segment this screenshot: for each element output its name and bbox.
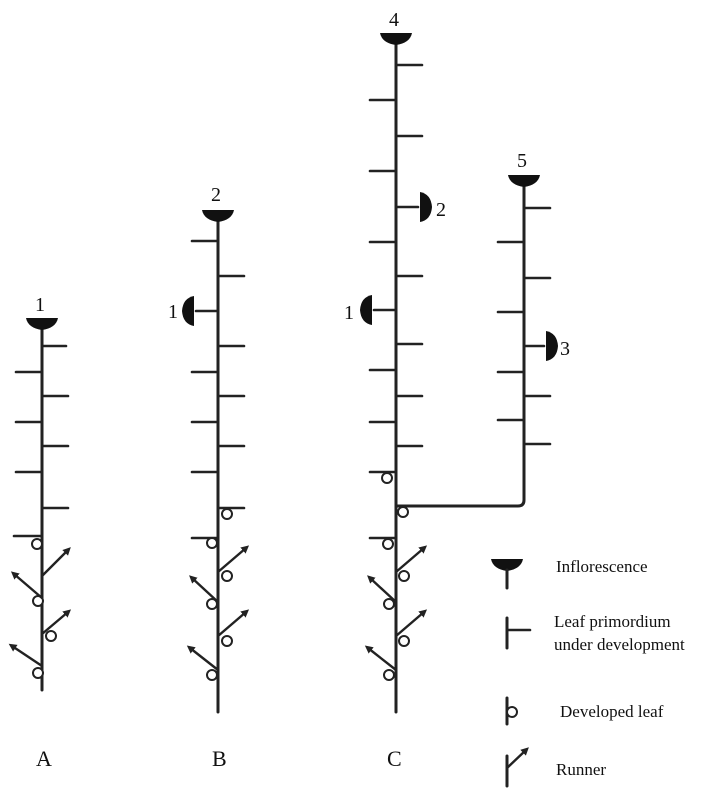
plant-c-developed-leaves (381, 472, 410, 681)
legend-leaf-primordium-label-line1: Leaf primordium (554, 612, 671, 631)
plant-c-branch-leaf-primordia (496, 206, 552, 446)
plant-b-inflorescence-number-2: 2 (211, 184, 221, 206)
legend-runner-label: Runner (556, 760, 606, 779)
inflorescence-icon (26, 318, 58, 330)
legend-developed-leaf-label: Developed leaf (560, 702, 664, 721)
legend: Inflorescence Leaf primordium under deve… (491, 557, 685, 788)
plant-c-leaf-primordia (368, 63, 424, 540)
inflorescence-icon (491, 559, 523, 571)
plant-c-runners (364, 545, 428, 672)
legend-developed-leaf: Developed leaf (505, 696, 664, 726)
plant-a-inflorescence-number-1: 1 (35, 294, 45, 316)
plant-a-label: A (36, 746, 52, 771)
inflorescence-icon (508, 175, 540, 187)
legend-inflorescence: Inflorescence (491, 557, 648, 590)
plant-c-branch-crown (394, 176, 526, 508)
plant-b-developed-leaves (206, 508, 233, 681)
plant-b: 2 1 B (168, 184, 250, 771)
plant-a-runners (8, 547, 72, 668)
plant-c-inflorescence-number-5: 5 (517, 150, 527, 172)
plant-b-runners (186, 545, 250, 672)
plant-c-inflorescence-number-1: 1 (344, 302, 354, 324)
plant-a: 1 A (8, 294, 72, 771)
legend-runner: Runner (505, 747, 606, 788)
inflorescence-icon (420, 192, 432, 222)
plant-b-label: B (212, 746, 227, 771)
plant-a-leaf-primordia (12, 344, 70, 538)
plant-c: 4 2 1 5 3 (344, 9, 570, 771)
plant-c-inflorescence-number-4: 4 (389, 9, 399, 31)
inflorescence-icon (360, 295, 372, 325)
inflorescence-icon (202, 210, 234, 222)
legend-leaf-primordium: Leaf primordium under development (505, 612, 685, 654)
plant-c-inflorescence-number-2: 2 (436, 199, 446, 221)
plant-a-developed-leaves (31, 538, 57, 679)
plant-c-inflorescence-number-3: 3 (560, 338, 570, 360)
plant-b-leaf-primordia (190, 239, 246, 540)
plant-c-label: C (387, 746, 402, 771)
inflorescence-icon (182, 296, 194, 326)
inflorescence-icon (380, 33, 412, 45)
plant-b-inflorescence-number-1: 1 (168, 301, 178, 323)
legend-leaf-primordium-label-line2: under development (554, 635, 685, 654)
inflorescence-icon (546, 331, 558, 361)
legend-inflorescence-label: Inflorescence (556, 557, 648, 576)
